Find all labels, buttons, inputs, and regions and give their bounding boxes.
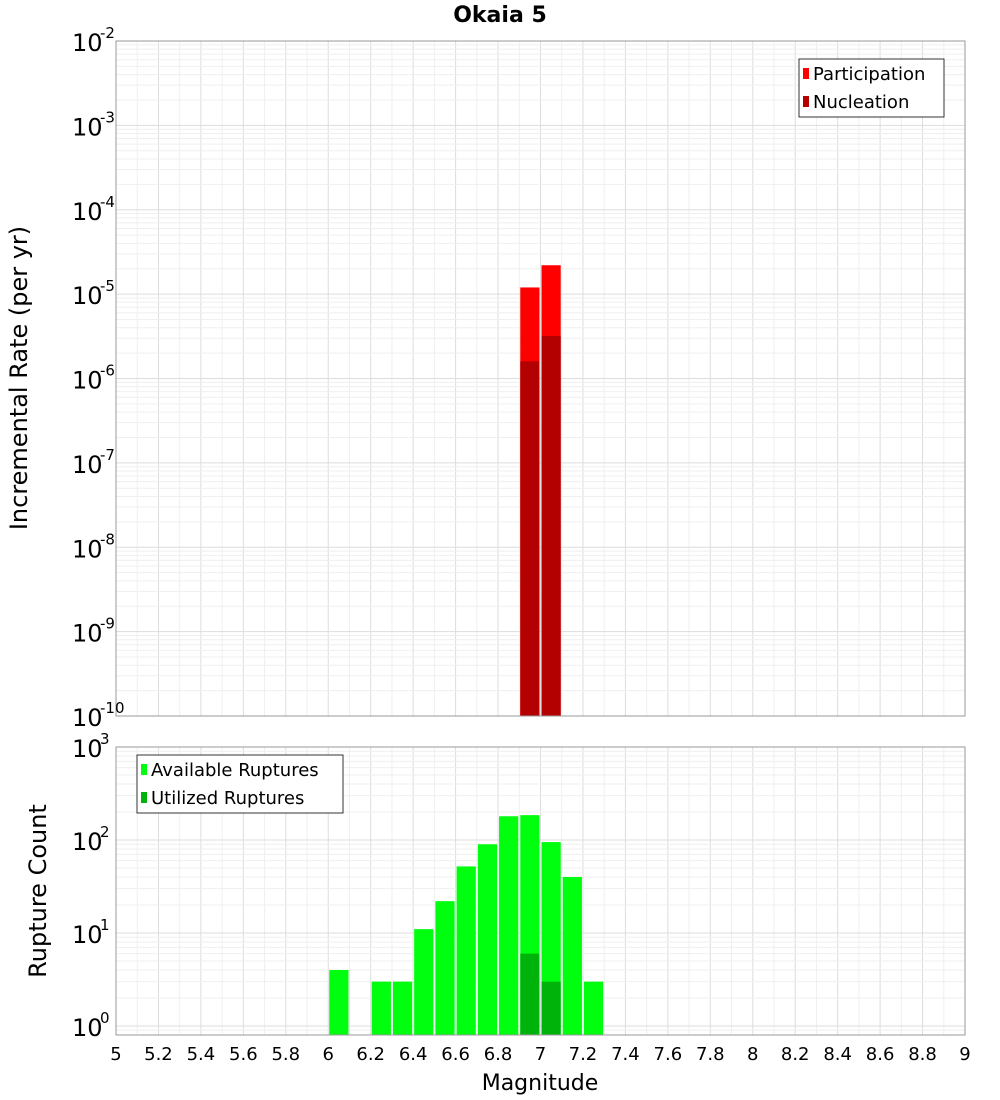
legend-label: Nucleation [813,92,909,113]
y-tick-exponent: 1 [100,916,110,934]
y-tick-label: 10 [72,828,103,856]
y-tick-label: 10 [72,282,103,310]
y-tick-exponent: -5 [100,277,115,295]
top-plot-frame [115,40,966,717]
bar-s1-11 [583,981,604,1035]
x-tick-label: 5.8 [271,1044,300,1065]
legend-swatch [803,68,809,79]
y-tick-label: 10 [72,921,103,949]
x-tick-label: 7.4 [611,1044,640,1065]
top-grid [115,40,966,717]
y-tick-label: 10 [72,620,103,648]
bar-s2-1 [541,335,561,716]
bar-s1-6 [477,844,498,1035]
bar-s1-7 [499,816,519,1035]
x-tick-label: 7.8 [696,1044,725,1065]
y-tick-exponent: 3 [100,730,110,748]
bar-s2-0 [520,361,540,716]
bottom-grid [115,746,966,1036]
y-tick-label: 10 [72,451,103,479]
bar-s1-10 [562,877,582,1035]
legend-box [798,58,945,118]
x-tick-label: 6.4 [399,1044,428,1065]
x-tick-label: 8 [747,1044,758,1065]
x-tick-label: 8.6 [866,1044,895,1065]
x-tick-label: 8.8 [908,1044,937,1065]
y-tick-label: 10 [72,198,103,226]
bottom-bars [329,815,604,1035]
y-tick-exponent: -7 [100,446,115,464]
y-tick-label: 10 [72,113,103,141]
legend-label: Participation [813,64,925,85]
y-tick-exponent: -4 [100,193,115,211]
bar-s1-1 [371,981,391,1035]
bar-s1-5 [456,866,476,1035]
x-tick-label: 5 [110,1044,121,1065]
x-tick-label: 8.2 [781,1044,810,1065]
x-tick-label: 6.8 [484,1044,513,1065]
x-tick-label: 5.2 [144,1044,173,1065]
y-tick-label: 10 [72,735,103,763]
bar-s1-3 [414,929,434,1035]
x-tick-label: 7.2 [569,1044,598,1065]
bar-s1-4 [435,901,455,1035]
top-y-axis-label: Incremental Rate (per yr) [5,226,33,530]
y-tick-exponent: 0 [100,1009,110,1027]
legend-label: Available Ruptures [151,760,319,781]
y-tick-exponent: 2 [100,823,110,841]
x-tick-label: 9 [959,1044,970,1065]
x-tick-label: 7 [535,1044,546,1065]
x-tick-label: 6.2 [356,1044,385,1065]
y-tick-exponent: -10 [100,699,125,717]
legend-label: Utilized Ruptures [151,788,304,809]
bottom-plot-frame [115,746,966,1036]
chart-title: Okaia 5 [453,3,547,28]
legend-swatch [141,764,147,775]
y-tick-label: 10 [72,367,103,395]
bottom-y-axis-label: Rupture Count [24,804,52,978]
y-tick-exponent: -2 [100,24,115,42]
x-axis-label: Magnitude [482,1071,599,1096]
y-tick-exponent: -3 [100,108,115,126]
legend-box [136,754,344,814]
y-tick-exponent: -6 [100,362,115,380]
bar-s2-1 [541,981,561,1035]
y-tick-label: 10 [72,29,103,57]
y-tick-exponent: -9 [100,615,115,633]
legend-swatch [803,96,809,107]
bar-s2-0 [520,953,540,1035]
y-tick-exponent: -8 [100,530,115,548]
x-tick-label: 6 [323,1044,334,1065]
bar-s1-2 [392,981,413,1035]
bottom-legend: Available Ruptures Utilized Ruptures [136,754,344,814]
x-tick-label: 6.6 [441,1044,470,1065]
top-bars [520,265,561,716]
x-tick-label: 7.6 [654,1044,683,1065]
y-tick-label: 10 [72,535,103,563]
x-tick-label: 5.4 [187,1044,216,1065]
y-tick-label: 10 [72,1014,103,1042]
bar-s1-0 [329,969,349,1035]
legend-swatch [141,792,147,803]
x-tick-label: 5.6 [229,1044,258,1065]
x-tick-label: 8.4 [823,1044,852,1065]
y-tick-label: 10 [72,704,103,732]
x-ticks: 5 5.2 5.4 5.6 5.8 6 6.2 6.4 6.6 6.8 7 7.2 7.4 7.6 7.8 8… [110,1044,970,1065]
top-legend: Participation Nucleation [798,58,945,118]
